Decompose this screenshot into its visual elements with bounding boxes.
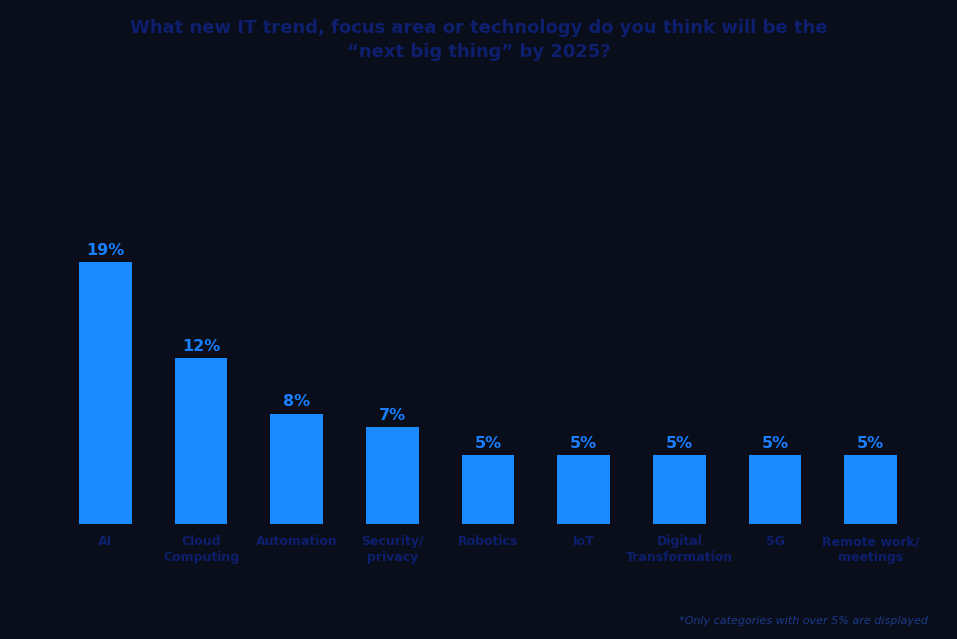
Text: 5%: 5%: [762, 436, 789, 451]
Bar: [79, 262, 132, 524]
Bar: [653, 455, 705, 524]
Text: *Only categories with over 5% are displayed: *Only categories with over 5% are displa…: [679, 616, 928, 626]
Bar: [175, 358, 228, 524]
Text: 12%: 12%: [182, 339, 220, 354]
Text: 5%: 5%: [570, 436, 597, 451]
Bar: [367, 427, 419, 524]
Text: 19%: 19%: [86, 243, 124, 258]
Bar: [462, 455, 514, 524]
Text: 5%: 5%: [475, 436, 501, 451]
Bar: [844, 455, 897, 524]
Text: 8%: 8%: [283, 394, 310, 410]
Text: 5%: 5%: [857, 436, 884, 451]
Text: 5%: 5%: [666, 436, 693, 451]
Bar: [748, 455, 801, 524]
Text: What new IT trend, focus area or technology do you think will be the
“next big t: What new IT trend, focus area or technol…: [130, 19, 827, 61]
Bar: [557, 455, 610, 524]
Bar: [271, 413, 323, 524]
Text: 7%: 7%: [379, 408, 406, 423]
